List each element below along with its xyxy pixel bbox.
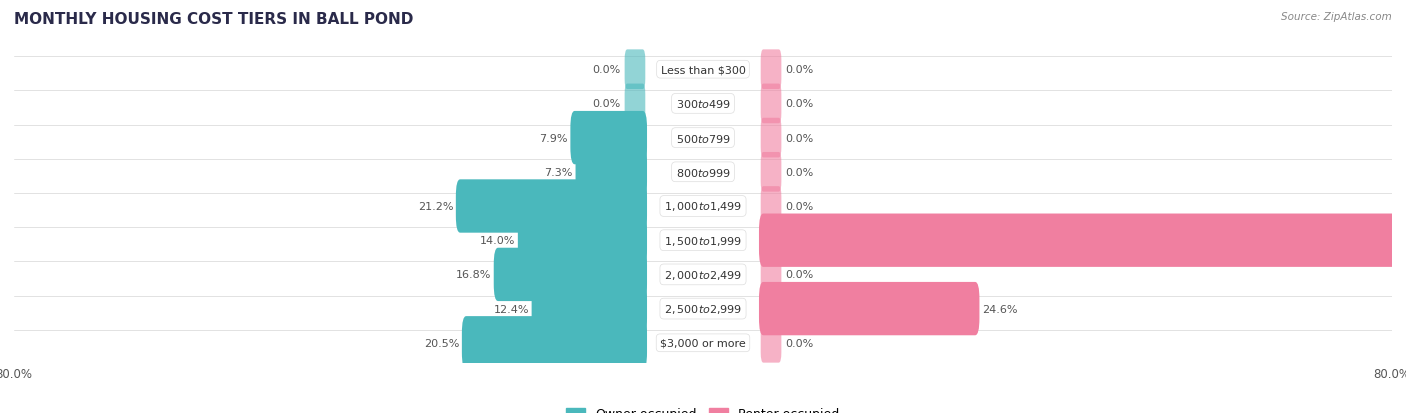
Text: $300 to $499: $300 to $499 (675, 98, 731, 110)
FancyBboxPatch shape (14, 286, 1392, 331)
FancyBboxPatch shape (456, 180, 647, 233)
Legend: Owner-occupied, Renter-occupied: Owner-occupied, Renter-occupied (560, 401, 846, 413)
FancyBboxPatch shape (14, 184, 1392, 229)
Text: Source: ZipAtlas.com: Source: ZipAtlas.com (1281, 12, 1392, 22)
Text: 20.5%: 20.5% (425, 338, 460, 348)
FancyBboxPatch shape (14, 320, 1392, 366)
Text: 21.2%: 21.2% (418, 202, 453, 211)
FancyBboxPatch shape (759, 214, 1406, 267)
Text: 0.0%: 0.0% (786, 338, 814, 348)
Text: 0.0%: 0.0% (786, 270, 814, 280)
FancyBboxPatch shape (761, 119, 782, 158)
Text: 16.8%: 16.8% (456, 270, 491, 280)
Text: 14.0%: 14.0% (479, 236, 515, 246)
FancyBboxPatch shape (624, 84, 645, 124)
Text: 24.6%: 24.6% (981, 304, 1018, 314)
FancyBboxPatch shape (761, 84, 782, 124)
Text: $2,500 to $2,999: $2,500 to $2,999 (664, 302, 742, 316)
Text: $500 to $799: $500 to $799 (675, 132, 731, 144)
FancyBboxPatch shape (761, 323, 782, 363)
FancyBboxPatch shape (761, 152, 782, 192)
FancyBboxPatch shape (517, 214, 647, 267)
FancyBboxPatch shape (14, 116, 1392, 161)
FancyBboxPatch shape (14, 218, 1392, 263)
FancyBboxPatch shape (571, 112, 647, 165)
FancyBboxPatch shape (761, 50, 782, 90)
Text: $2,000 to $2,499: $2,000 to $2,499 (664, 268, 742, 281)
Text: Less than $300: Less than $300 (661, 65, 745, 75)
FancyBboxPatch shape (494, 248, 647, 301)
Text: 0.0%: 0.0% (592, 99, 620, 109)
Text: 0.0%: 0.0% (592, 65, 620, 75)
Text: $1,500 to $1,999: $1,500 to $1,999 (664, 234, 742, 247)
Text: 7.9%: 7.9% (540, 133, 568, 143)
FancyBboxPatch shape (761, 187, 782, 226)
Text: 7.3%: 7.3% (544, 167, 574, 177)
Text: 0.0%: 0.0% (786, 65, 814, 75)
FancyBboxPatch shape (14, 82, 1392, 127)
Text: 12.4%: 12.4% (494, 304, 529, 314)
Text: $1,000 to $1,499: $1,000 to $1,499 (664, 200, 742, 213)
Text: 0.0%: 0.0% (786, 133, 814, 143)
FancyBboxPatch shape (14, 47, 1392, 93)
FancyBboxPatch shape (531, 282, 647, 335)
Text: $800 to $999: $800 to $999 (675, 166, 731, 178)
Text: 0.0%: 0.0% (786, 167, 814, 177)
Text: MONTHLY HOUSING COST TIERS IN BALL POND: MONTHLY HOUSING COST TIERS IN BALL POND (14, 12, 413, 27)
Text: 0.0%: 0.0% (786, 202, 814, 211)
Text: 0.0%: 0.0% (786, 99, 814, 109)
FancyBboxPatch shape (624, 50, 645, 90)
FancyBboxPatch shape (14, 150, 1392, 195)
FancyBboxPatch shape (759, 282, 980, 335)
Text: $3,000 or more: $3,000 or more (661, 338, 745, 348)
FancyBboxPatch shape (461, 316, 647, 370)
FancyBboxPatch shape (14, 252, 1392, 297)
FancyBboxPatch shape (761, 255, 782, 294)
FancyBboxPatch shape (575, 146, 647, 199)
